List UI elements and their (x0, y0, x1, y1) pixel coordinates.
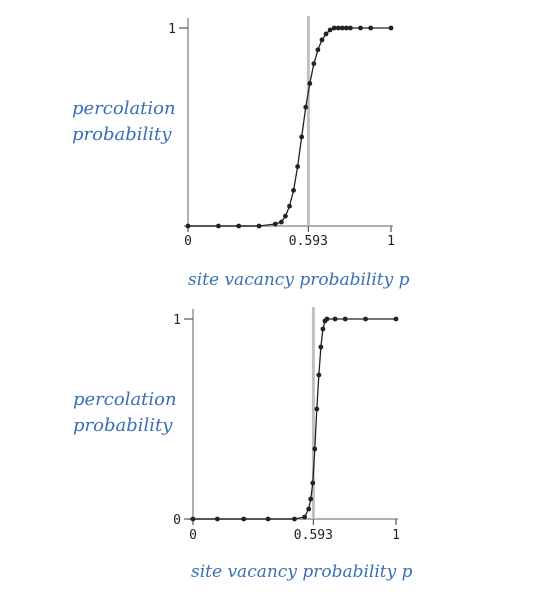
chart2-ylabel-line1: percolation (73, 389, 177, 410)
data-point (316, 372, 322, 378)
data-point (331, 25, 337, 31)
y-tick-label: 1 (173, 313, 181, 328)
data-point (368, 25, 374, 31)
data-point (303, 104, 309, 110)
data-point (327, 27, 333, 33)
data-point (323, 31, 329, 37)
y-tick-label: 1 (168, 22, 176, 37)
chart2-ylabel: percolation probability (73, 387, 177, 439)
data-point (236, 223, 242, 229)
data-point (190, 516, 196, 522)
data-point (308, 496, 314, 502)
data-point (343, 25, 349, 31)
data-point (310, 480, 316, 486)
data-point (332, 316, 338, 322)
x-tick-label: 0 (189, 528, 197, 543)
data-point (287, 203, 292, 209)
data-point (320, 326, 326, 332)
data-point (307, 81, 313, 86)
chart1-ylabel: percolation probability (72, 96, 176, 148)
data-point (185, 223, 191, 229)
data-point (283, 213, 288, 219)
data-point (272, 221, 278, 227)
data-point (265, 516, 271, 522)
data-point (295, 164, 301, 170)
series-line (193, 318, 396, 520)
data-point (216, 223, 221, 229)
data-point (393, 316, 399, 322)
data-point (302, 514, 308, 520)
data-point (348, 25, 353, 31)
chart-2: 0 0.593 1 1 0 (173, 307, 400, 543)
data-point (314, 406, 320, 412)
data-point (311, 61, 317, 67)
x-tick-label: 0.593 (294, 528, 333, 543)
data-point (319, 37, 325, 43)
series-line (188, 27, 391, 227)
data-point (315, 47, 321, 53)
data-point (292, 516, 297, 522)
data-point (335, 25, 341, 31)
chart1-xlabel: site vacancy probability p (188, 270, 410, 290)
data-point (256, 223, 262, 229)
data-point (342, 316, 348, 322)
data-point (339, 25, 345, 31)
data-point (241, 516, 247, 522)
data-point (324, 316, 330, 322)
data-point (358, 25, 363, 31)
data-point (291, 187, 296, 193)
chart1-ylabel-line2: probability (72, 124, 172, 145)
x-tick-label: 0.593 (289, 234, 328, 249)
data-point (306, 506, 312, 512)
data-point (312, 446, 318, 452)
data-point (299, 134, 305, 140)
x-tick-label: 0 (184, 234, 192, 249)
x-tick-label: 1 (387, 234, 395, 249)
y-tick-label: 0 (173, 513, 181, 528)
chart-1: 0 0.593 1 1 (168, 16, 395, 249)
data-point (214, 516, 220, 522)
data-point (363, 316, 368, 322)
chart2-ylabel-line2: probability (73, 415, 173, 436)
chart2-xlabel: site vacancy probability p (191, 562, 413, 582)
data-point (388, 25, 394, 31)
data-point (318, 344, 324, 350)
chart1-ylabel-line1: percolation (72, 98, 176, 119)
data-point (278, 219, 284, 225)
x-tick-label: 1 (392, 528, 400, 543)
